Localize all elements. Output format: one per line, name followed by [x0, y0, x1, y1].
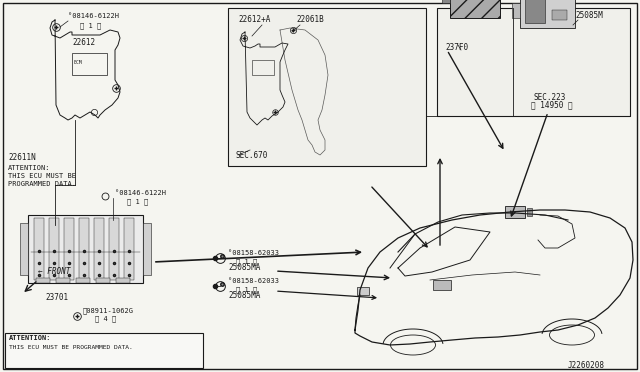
Bar — [450, 0, 500, 18]
Bar — [228, 8, 426, 166]
Bar — [76, 278, 90, 283]
Bar — [437, 8, 630, 116]
Bar — [64, 218, 74, 280]
Bar — [79, 218, 89, 280]
Text: °08158-62033: °08158-62033 — [228, 250, 279, 256]
Bar — [34, 218, 44, 280]
Bar — [143, 223, 151, 275]
Bar — [28, 215, 143, 283]
Text: ⓝ08911-1062G: ⓝ08911-1062G — [83, 307, 134, 314]
Text: ATTENTION:: ATTENTION: — [9, 335, 51, 341]
Bar — [72, 53, 107, 75]
Text: 〈 1 〉: 〈 1 〉 — [236, 258, 257, 264]
Text: 25085MA: 25085MA — [228, 263, 260, 272]
Text: 237F0: 237F0 — [445, 43, 468, 52]
Text: J2260208: J2260208 — [568, 361, 605, 370]
Text: ECM: ECM — [74, 60, 83, 65]
Bar — [442, 0, 450, 3]
Bar — [116, 278, 130, 283]
Text: ATTENTION:: ATTENTION: — [8, 165, 51, 171]
Text: °08158-62033: °08158-62033 — [228, 278, 279, 284]
Text: 〈 4 〉: 〈 4 〉 — [95, 315, 116, 322]
Bar — [94, 218, 104, 280]
Bar — [552, 10, 567, 20]
Text: 25085M: 25085M — [575, 11, 603, 20]
Bar — [56, 278, 70, 283]
Text: THIS ECU MUST BE: THIS ECU MUST BE — [8, 173, 76, 179]
Text: 〈 1 〉: 〈 1 〉 — [236, 286, 257, 293]
Bar — [36, 278, 50, 283]
Bar — [252, 60, 274, 75]
Bar — [357, 287, 369, 295]
Text: °08146-6122H: °08146-6122H — [115, 190, 166, 196]
Bar — [505, 206, 525, 218]
Text: 〈 1 〉: 〈 1 〉 — [80, 22, 101, 29]
Bar — [527, 208, 532, 216]
Bar — [109, 218, 119, 280]
Bar — [5, 333, 203, 368]
Text: 22611N: 22611N — [8, 153, 36, 162]
Bar — [49, 218, 59, 280]
Bar — [520, 0, 575, 28]
Bar — [96, 278, 110, 283]
Text: 〈 14950 〉: 〈 14950 〉 — [531, 100, 573, 109]
Text: 22612+A: 22612+A — [238, 15, 270, 24]
Bar — [512, 3, 520, 18]
Text: 23701: 23701 — [45, 293, 68, 302]
Text: SEC.670: SEC.670 — [235, 151, 268, 160]
Text: °08146-6122H: °08146-6122H — [68, 13, 119, 19]
Text: PROGRAMMED DATA.: PROGRAMMED DATA. — [8, 181, 76, 187]
Bar — [124, 218, 134, 280]
Text: THIS ECU MUST BE PROGRAMMED DATA.: THIS ECU MUST BE PROGRAMMED DATA. — [9, 345, 132, 350]
Bar — [433, 280, 451, 290]
Text: SEC.223: SEC.223 — [533, 93, 565, 102]
Text: 22061B: 22061B — [296, 15, 324, 24]
Text: 25085MA: 25085MA — [228, 291, 260, 300]
Bar — [525, 0, 545, 23]
Bar — [20, 223, 28, 275]
Text: ← FRONT: ← FRONT — [38, 267, 70, 276]
Text: 22612: 22612 — [72, 38, 95, 47]
Text: 〈 1 〉: 〈 1 〉 — [127, 198, 148, 205]
